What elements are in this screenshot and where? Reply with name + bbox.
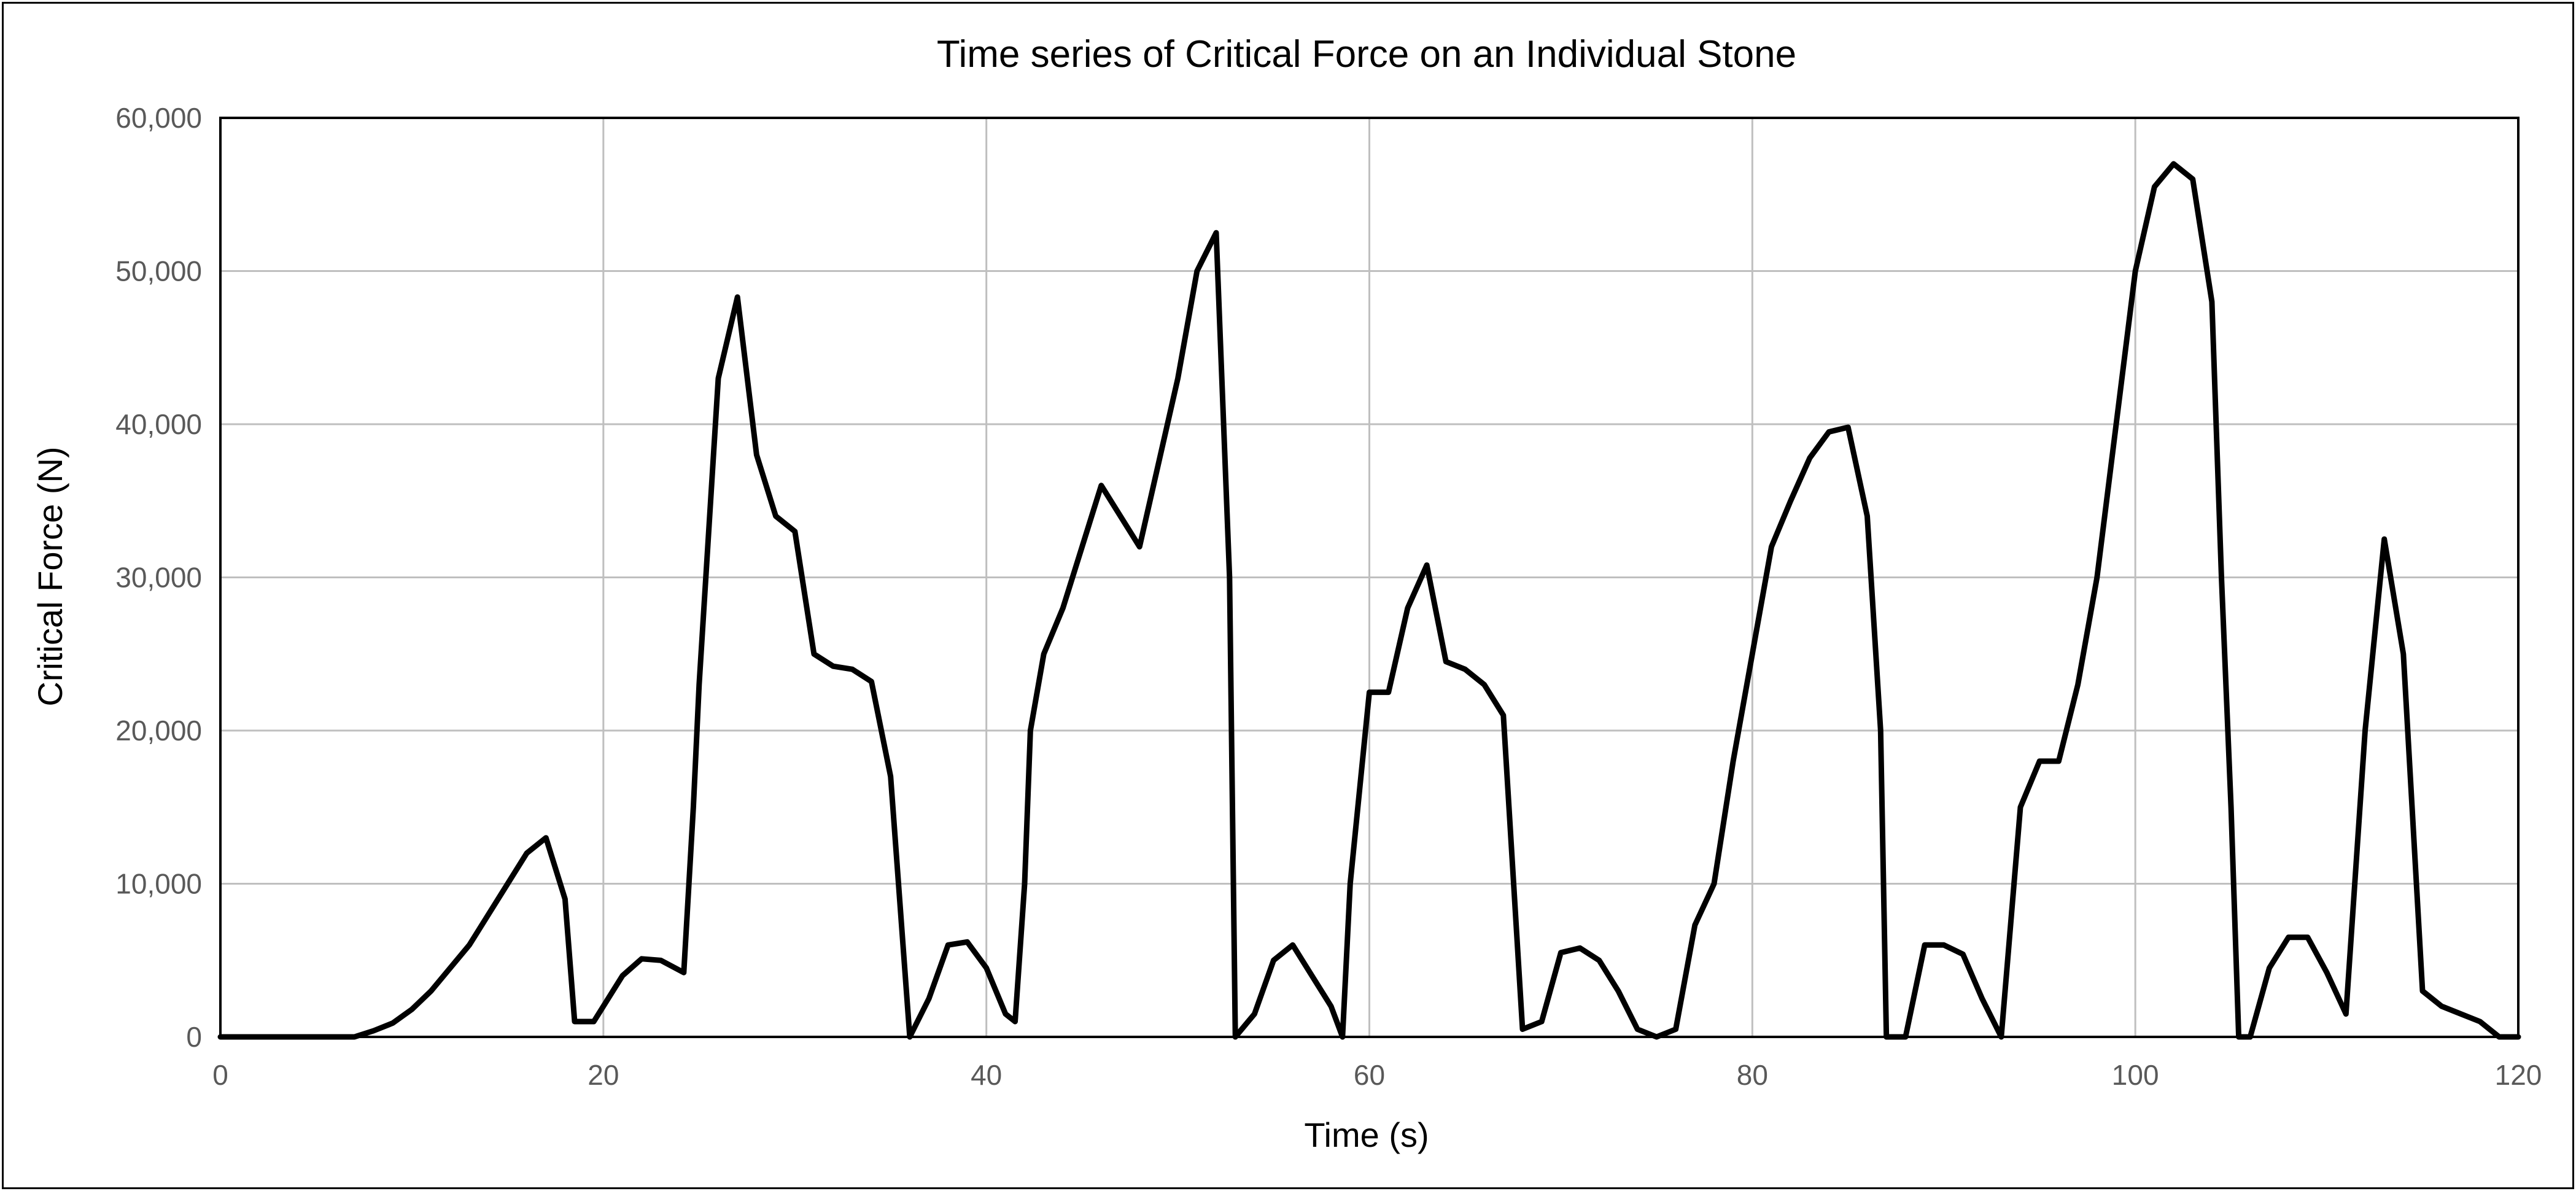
x-axis-title: Time (s)	[1304, 1115, 1429, 1154]
y-tick-label: 40,000	[115, 408, 202, 440]
x-tick-label: 80	[1737, 1059, 1768, 1091]
y-tick-label: 20,000	[115, 715, 202, 747]
y-tick-label: 30,000	[115, 562, 202, 594]
plot-area-border	[219, 117, 2520, 1038]
y-axis-ticks: 0 10,000 20,000 30,000 40,000 50,000 60,000	[115, 102, 202, 1053]
y-tick-label: 50,000	[115, 255, 202, 287]
y-tick-label: 0	[186, 1021, 202, 1053]
y-axis-title: Critical Force (N)	[31, 446, 69, 706]
x-tick-label: 20	[588, 1059, 619, 1091]
x-tick-label: 100	[2112, 1059, 2159, 1091]
x-tick-label: 0	[212, 1059, 228, 1091]
y-tick-label: 10,000	[115, 868, 202, 900]
series-layer	[217, 161, 2521, 1040]
x-tick-label: 40	[971, 1059, 1002, 1091]
line-chart: 0 20 40 60 80 100 120 0 10,000 20,000 30,000 40,00…	[31, 33, 2542, 1154]
chart-title: Time series of Critical Force on an Indi…	[937, 33, 1796, 76]
x-tick-label: 120	[2495, 1059, 2542, 1091]
x-axis-ticks: 0 20 40 60 80 100 120	[212, 1059, 2542, 1091]
x-tick-label: 60	[1354, 1059, 1385, 1091]
series-line	[217, 161, 2521, 1040]
y-tick-label: 60,000	[115, 102, 202, 134]
